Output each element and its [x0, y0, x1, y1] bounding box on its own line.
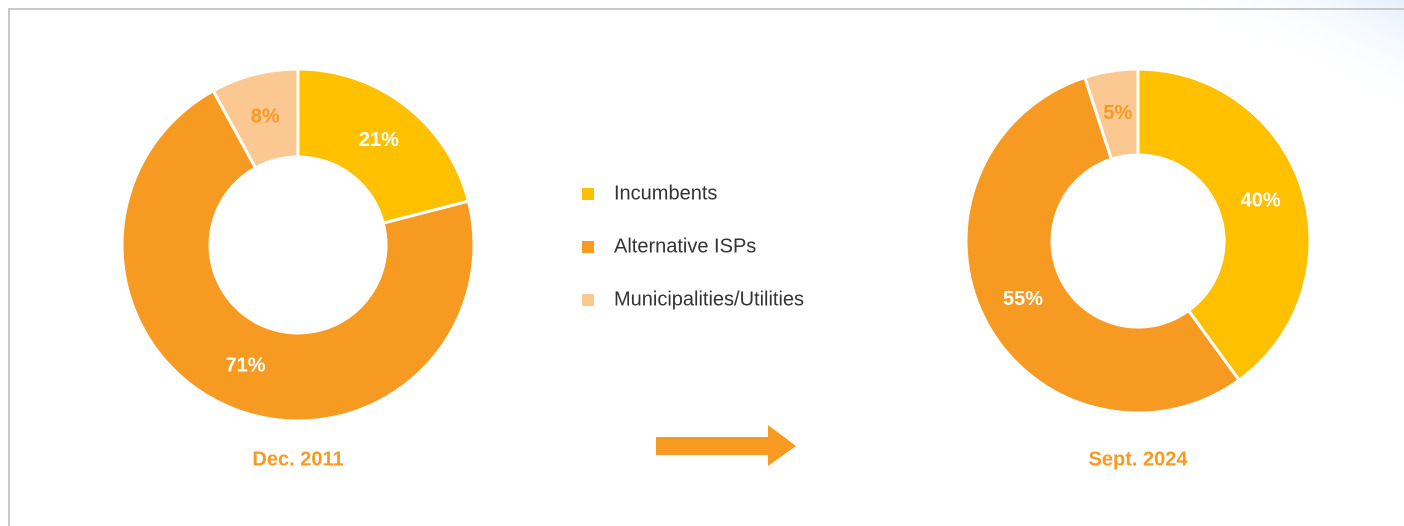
donut-slice — [211, 67, 300, 170]
legend-label: Alternative ISPs — [614, 235, 756, 257]
legend-swatch — [582, 188, 594, 200]
legend-swatch — [582, 294, 594, 306]
data-label: 8% — [251, 105, 280, 127]
chart-title: Dec. 2011 — [252, 448, 343, 470]
data-label: 40% — [1241, 189, 1281, 211]
legend-label: Incumbents — [614, 182, 717, 204]
donut-slice — [964, 75, 1242, 415]
data-label: 55% — [1003, 288, 1043, 310]
data-label: 5% — [1103, 102, 1132, 124]
data-label: 21% — [359, 129, 399, 151]
donut-slice — [296, 67, 471, 225]
legend-label: Municipalities/Utilities — [614, 288, 804, 310]
legend-swatch — [582, 241, 594, 253]
chart-title: Sept. 2024 — [1089, 448, 1189, 470]
arrow — [656, 425, 796, 466]
donut-slice — [1136, 67, 1312, 383]
frame — [8, 8, 1404, 526]
donut-slice — [1082, 67, 1140, 162]
donut-slice — [120, 88, 476, 423]
data-label: 71% — [226, 354, 266, 376]
